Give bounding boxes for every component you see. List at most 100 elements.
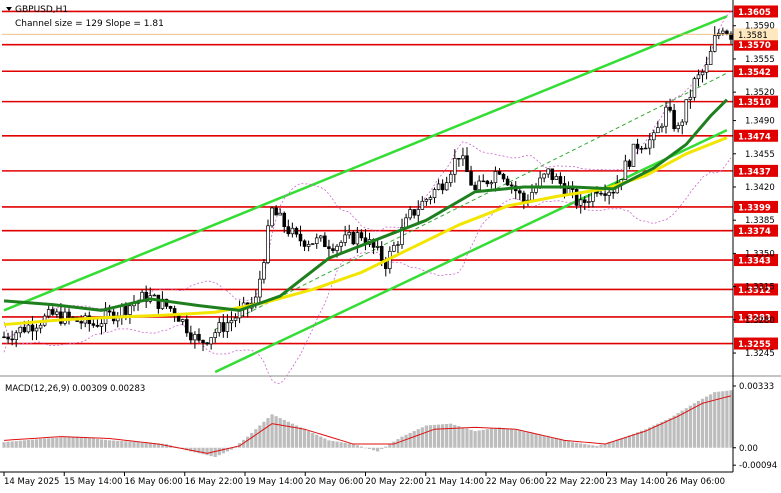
macd-bar bbox=[376, 447, 380, 452]
candle-body bbox=[688, 96, 693, 100]
macd-bar bbox=[603, 443, 607, 448]
candle-body bbox=[99, 323, 104, 327]
macd-bar bbox=[497, 427, 502, 448]
y-tick-label: 1.3420 bbox=[745, 183, 775, 193]
candle-body bbox=[582, 199, 587, 203]
macd-bar bbox=[400, 436, 404, 448]
candle-body bbox=[213, 332, 217, 338]
macd-bar bbox=[10, 441, 14, 448]
candle-body bbox=[542, 173, 546, 179]
macd-bar bbox=[112, 440, 116, 448]
macd-bar bbox=[136, 441, 140, 448]
macd-bar bbox=[587, 444, 591, 448]
candle-body bbox=[546, 168, 550, 175]
macd-bar bbox=[225, 447, 230, 452]
symbol-dropdown-icon[interactable] bbox=[6, 7, 12, 11]
candle-body bbox=[518, 190, 522, 194]
x-tick-label: 15 May 14:00 bbox=[64, 477, 122, 487]
candle-body bbox=[79, 321, 83, 324]
macd-bar bbox=[595, 445, 599, 448]
macd-bar bbox=[250, 432, 254, 448]
macd-bar bbox=[160, 443, 165, 448]
candle-body bbox=[294, 227, 299, 235]
macd-bar bbox=[30, 439, 35, 448]
candle-body bbox=[225, 322, 230, 332]
candle-body bbox=[708, 50, 713, 65]
candle-body bbox=[258, 278, 262, 298]
candle-body bbox=[570, 188, 575, 190]
candle-body bbox=[278, 212, 282, 216]
macd-bar bbox=[311, 432, 315, 448]
macd-bar bbox=[729, 390, 733, 448]
candle-body bbox=[440, 183, 445, 191]
candle-body bbox=[217, 322, 222, 333]
macd-bar bbox=[534, 433, 538, 448]
candle-body bbox=[603, 193, 607, 196]
macd-bar bbox=[51, 438, 55, 448]
candle-body bbox=[509, 184, 514, 187]
channel-info: Channel size = 129 Slope = 1.81 bbox=[15, 19, 164, 29]
macd-bar bbox=[668, 418, 672, 448]
macd-bar bbox=[107, 440, 112, 448]
macd-bar bbox=[627, 435, 632, 448]
level-label: 1.3437 bbox=[738, 167, 771, 177]
candle-body bbox=[412, 209, 416, 216]
macd-panel bbox=[0, 375, 781, 458]
macd-bar bbox=[404, 434, 408, 448]
candle-body bbox=[652, 132, 656, 141]
macd-bar bbox=[489, 428, 493, 448]
macd-bar bbox=[294, 425, 299, 448]
macd-bar bbox=[530, 432, 534, 448]
macd-bar bbox=[327, 440, 331, 448]
candle-body bbox=[457, 157, 461, 160]
candle-body bbox=[587, 201, 591, 203]
macd-bar bbox=[652, 425, 656, 448]
macd-bar bbox=[709, 394, 713, 448]
candle-body bbox=[18, 326, 23, 334]
macd-bar bbox=[38, 438, 43, 448]
macd-bar bbox=[501, 427, 506, 448]
macd-bar bbox=[128, 441, 132, 448]
macd-bar bbox=[700, 398, 705, 448]
price-channel bbox=[3, 15, 728, 374]
macd-bar bbox=[278, 418, 282, 448]
level-label: 1.3255 bbox=[738, 340, 771, 350]
candle-body bbox=[2, 336, 6, 339]
x-tick-label: 22 May 06:00 bbox=[486, 477, 544, 487]
candle-body bbox=[656, 127, 660, 134]
macd-bar bbox=[384, 446, 388, 448]
candle-body bbox=[298, 233, 303, 242]
candle-body bbox=[314, 237, 319, 244]
macd-bar bbox=[469, 429, 473, 448]
macd-bar bbox=[648, 427, 652, 448]
macd-bar bbox=[473, 431, 477, 448]
candle-body bbox=[676, 125, 680, 130]
candle-body bbox=[436, 183, 441, 190]
candle-body bbox=[343, 234, 347, 243]
candle-body bbox=[562, 183, 567, 195]
candle-body bbox=[668, 106, 672, 111]
macd-bar bbox=[546, 436, 550, 448]
candle-body bbox=[550, 168, 555, 180]
macd-tick-label: -0.00094 bbox=[739, 461, 777, 471]
macd-bar bbox=[664, 419, 668, 448]
candle-body bbox=[375, 246, 380, 248]
candle-body bbox=[189, 332, 193, 341]
candle-body bbox=[221, 322, 226, 332]
macd-bar bbox=[266, 418, 270, 448]
candle-body bbox=[351, 232, 356, 245]
macd-bar bbox=[436, 424, 441, 448]
macd-bar bbox=[140, 442, 144, 448]
candle-body bbox=[639, 148, 644, 150]
macd-bar bbox=[120, 441, 124, 448]
level-label: 1.3283 bbox=[738, 313, 771, 323]
candle-body bbox=[578, 199, 583, 206]
level-label: 1.3570 bbox=[738, 41, 771, 51]
candle-body bbox=[26, 324, 31, 333]
candle-body bbox=[424, 199, 429, 202]
candle-body bbox=[704, 64, 709, 73]
macd-bar bbox=[270, 414, 274, 448]
macd-bar bbox=[481, 429, 485, 448]
candle-body bbox=[684, 99, 689, 123]
symbol-title: GBPUSD,H1 bbox=[15, 5, 68, 15]
